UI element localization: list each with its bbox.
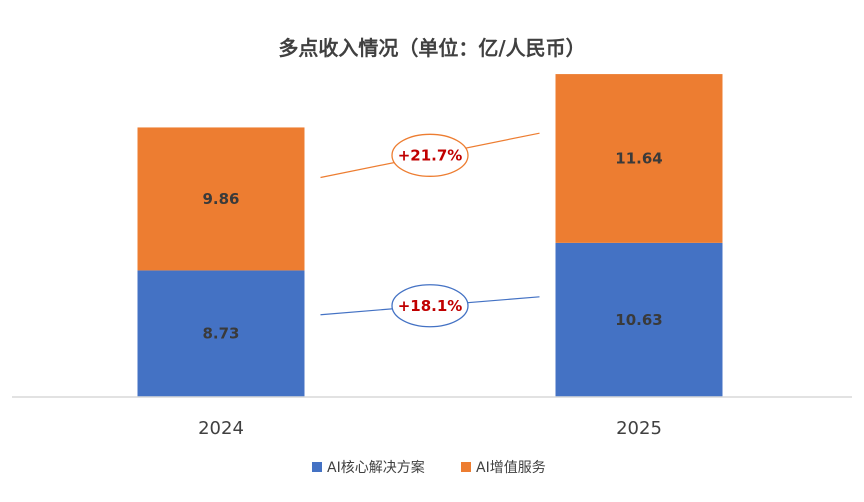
bar-segment-2024-value-added <box>137 127 305 271</box>
x-axis-labels: 2024 2025 <box>198 418 662 439</box>
legend: AI核心解决方案 AI增值服务 <box>312 459 546 476</box>
data-label-2025-core: 10.63 <box>615 311 662 329</box>
chart-title: 多点收入情况（单位：亿/人民币） <box>278 36 585 60</box>
growth-bubble-core <box>391 284 469 328</box>
legend-label-value-added: AI增值服务 <box>476 460 546 476</box>
data-label-2025-value-added: 11.64 <box>615 149 662 167</box>
x-tick-label-2024: 2024 <box>198 418 244 439</box>
growth-bubble-value-added <box>391 133 469 177</box>
data-label-2024-value-added: 9.86 <box>202 190 239 208</box>
legend-label-core: AI核心解决方案 <box>327 459 425 476</box>
bars-layer: 8.73 9.86 10.63 11.64 <box>137 74 723 397</box>
bar-segment-2025-value-added <box>555 74 723 243</box>
data-label-2024-core: 8.73 <box>202 325 239 343</box>
x-tick-label-2025: 2025 <box>616 418 662 439</box>
bar-segment-2025-core <box>555 242 723 397</box>
legend-swatch-core <box>312 462 322 472</box>
growth-label-value-added: +21.7% <box>398 146 463 164</box>
growth-label-core: +18.1% <box>398 297 463 315</box>
legend-swatch-value-added <box>461 462 471 472</box>
growth-annotations: +21.7% +18.1% <box>320 132 540 328</box>
bar-segment-2024-core <box>137 270 305 397</box>
